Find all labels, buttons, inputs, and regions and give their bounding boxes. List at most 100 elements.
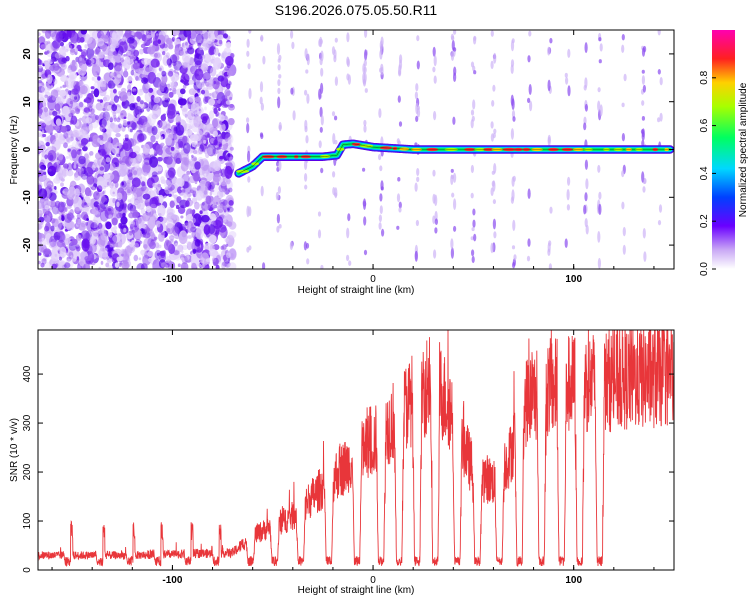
noise-speckle-dot	[111, 104, 118, 112]
noise-speckle-dot	[219, 176, 229, 187]
streak-dot	[493, 52, 497, 64]
noise-speckle-dot	[79, 257, 86, 267]
noise-speckle-dot	[74, 48, 78, 53]
noise-speckle-dot	[97, 157, 106, 167]
noise-speckle-dot	[100, 260, 104, 265]
noise-speckle-dot	[88, 123, 94, 131]
streak-dot	[598, 203, 602, 216]
noise-speckle-dot	[91, 63, 101, 77]
noise-speckle-dot	[175, 115, 181, 124]
noise-speckle-dot	[38, 72, 42, 76]
noise-speckle-dot	[49, 235, 57, 248]
streak-dot	[398, 201, 402, 209]
noise-speckle-dot	[218, 107, 221, 112]
noise-speckle-dot	[202, 164, 212, 174]
noise-speckle-dot	[38, 36, 46, 45]
noise-speckle-dot	[212, 130, 219, 137]
streak-dot	[621, 170, 625, 178]
noise-speckle-dot	[203, 190, 208, 195]
noise-speckle-dot	[115, 132, 121, 138]
noise-speckle-dot	[124, 253, 130, 262]
streak-dot	[470, 164, 474, 174]
noise-speckle-dot	[147, 46, 156, 55]
streak-dot	[246, 122, 250, 134]
noise-speckle-dot	[191, 168, 196, 174]
noise-speckle-dot	[136, 154, 142, 161]
noise-speckle-dot	[113, 88, 117, 94]
noise-speckle-dot	[167, 70, 174, 77]
noise-speckle-dot	[71, 194, 79, 204]
noise-speckle-dot	[127, 199, 132, 203]
noise-speckle-dot	[93, 88, 100, 98]
streak-dot	[346, 32, 350, 43]
noise-speckle-dot	[139, 48, 144, 55]
noise-speckle-dot	[38, 108, 43, 114]
noise-speckle-dot	[60, 125, 68, 133]
noise-speckle-dot	[157, 148, 163, 156]
noise-speckle-dot	[60, 63, 66, 68]
noise-speckle-dot	[166, 84, 171, 88]
noise-speckle-dot	[212, 257, 217, 263]
streak-dot	[528, 84, 532, 95]
noise-speckle-dot	[142, 162, 151, 174]
streak-dot	[599, 104, 603, 117]
noise-speckle-dot	[182, 135, 188, 144]
noise-speckle-dot	[76, 81, 80, 85]
noise-speckle-dot	[221, 185, 227, 192]
noise-speckle-dot	[118, 157, 121, 161]
noise-speckle-dot	[69, 100, 73, 105]
noise-speckle-dot	[124, 186, 133, 196]
noise-speckle-dot	[183, 193, 187, 198]
streak-dot	[416, 176, 420, 182]
noise-speckle-dot	[197, 42, 202, 47]
noise-speckle-dot	[51, 218, 59, 227]
streak-dot	[641, 139, 645, 147]
noise-speckle-dot	[137, 62, 140, 67]
noise-speckle-dot	[98, 202, 106, 210]
noise-speckle-dot	[38, 113, 42, 117]
noise-speckle-dot	[187, 70, 191, 76]
colorbar-ticks: 0.0 0.2 0.4 0.6 0.8	[699, 70, 716, 276]
streak-dot	[526, 255, 531, 262]
streak-dot	[319, 126, 323, 133]
noise-speckle-dot	[215, 264, 220, 269]
noise-speckle-dot	[58, 57, 67, 65]
noise-speckle-dot	[116, 256, 122, 262]
noise-speckle-dot	[58, 89, 67, 97]
streak-dot	[276, 43, 281, 55]
streak-dot	[432, 169, 436, 177]
noise-speckle-dot	[38, 180, 43, 192]
noise-speckle-dot	[194, 68, 204, 81]
noise-speckle-dot	[38, 124, 42, 131]
noise-speckle-dot	[143, 244, 148, 249]
streak-dot	[317, 211, 322, 217]
noise-speckle-dot	[45, 30, 52, 39]
noise-speckle-dot	[44, 41, 49, 46]
noise-speckle-dot	[164, 180, 172, 189]
snr-panel: -100 0 100 0 100 200 300 400 Height of straigh…	[9, 329, 675, 596]
noise-speckle-dot	[76, 36, 81, 44]
noise-speckle-dot	[130, 208, 137, 215]
noise-speckle-dot	[47, 152, 54, 161]
noise-speckle-dot	[211, 183, 219, 196]
noise-speckle-dot	[50, 185, 55, 190]
noise-speckle-dot	[151, 33, 155, 39]
noise-speckle-dot	[155, 124, 159, 127]
noise-speckle-dot	[91, 164, 96, 171]
noise-speckle-dot	[120, 216, 128, 225]
streak-dot	[414, 91, 418, 100]
noise-speckle-dot	[86, 174, 95, 185]
noise-speckle-dot	[66, 223, 71, 231]
noise-speckle-dot	[57, 231, 66, 243]
noise-speckle-dot	[153, 52, 161, 59]
noise-speckle-dot	[168, 44, 174, 50]
noise-speckle-dot	[141, 57, 151, 65]
noise-speckle-dot	[220, 132, 229, 140]
colorbar-label: Normalized spectral amplitude	[738, 82, 749, 217]
noise-speckle-dot	[77, 68, 87, 76]
noise-speckle-dot	[43, 82, 51, 94]
noise-speckle-dot	[52, 89, 61, 96]
noise-speckle-dot	[215, 216, 224, 228]
noise-speckle-dot	[188, 79, 194, 85]
noise-speckle-dot	[216, 74, 219, 78]
